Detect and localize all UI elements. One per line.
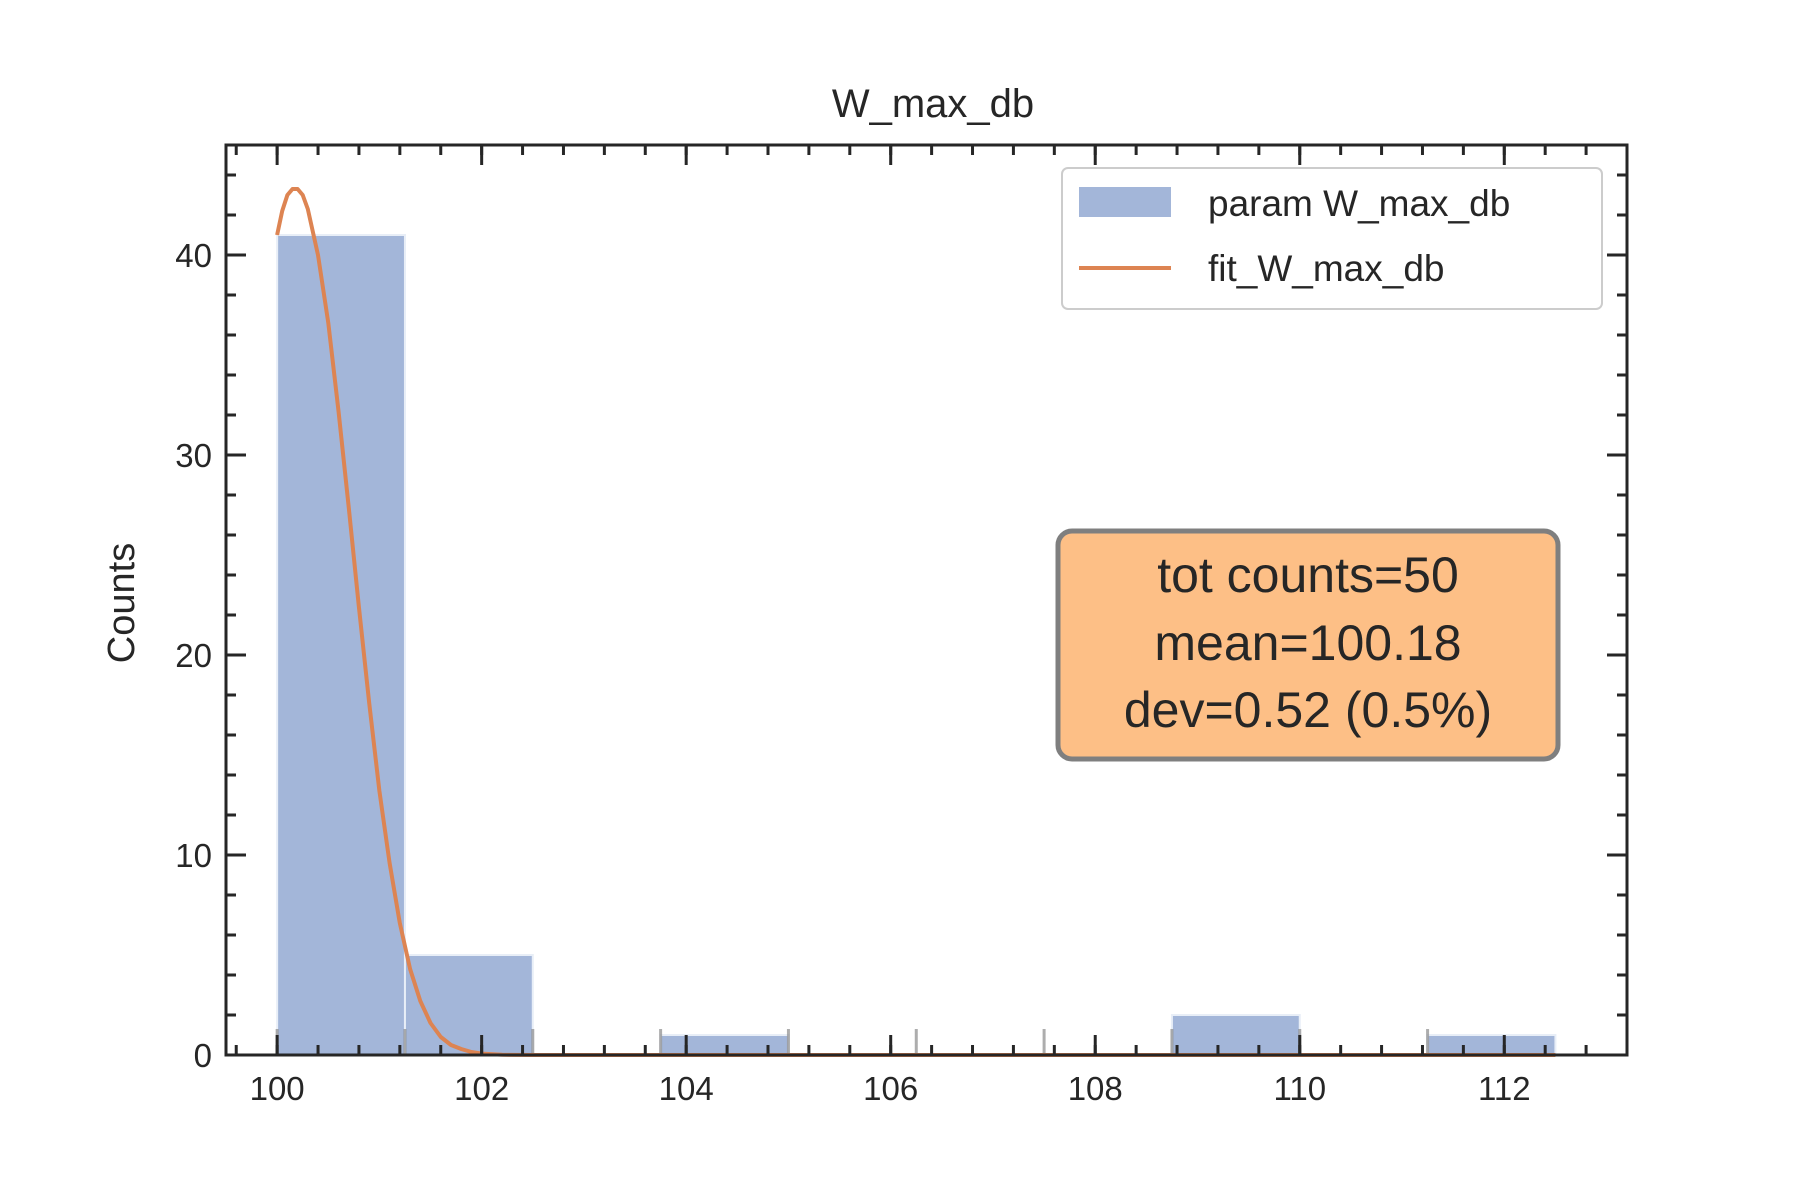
- x-tick-label: 108: [1068, 1070, 1123, 1107]
- x-tick-labels: 100 102 104 106 108 110 112: [250, 1070, 1531, 1107]
- y-tick-label: 30: [175, 437, 212, 474]
- x-tick-label: 104: [659, 1070, 714, 1107]
- y-tick-label: 40: [175, 237, 212, 274]
- chart-title: W_max_db: [832, 82, 1034, 126]
- x-tick-label: 112: [1478, 1070, 1531, 1107]
- histogram-bar: [276, 234, 406, 1056]
- stats-mean: mean=100.18: [1154, 615, 1461, 671]
- legend: param W_max_db fit_W_max_db: [1061, 167, 1603, 310]
- x-tick-label: 106: [863, 1070, 918, 1107]
- x-tick-label: 110: [1273, 1070, 1326, 1107]
- axis-ticks: [226, 145, 1629, 1057]
- legend-frame: [1061, 167, 1603, 310]
- x-tick-label: 102: [454, 1070, 509, 1107]
- x-tick-label: 100: [250, 1070, 305, 1107]
- legend-histogram-swatch: [1079, 187, 1171, 217]
- histogram-bar: [1426, 1034, 1557, 1056]
- plot-frame: [224, 143, 1629, 1057]
- y-tick-label: 10: [175, 837, 212, 874]
- histogram-bar: [403, 954, 534, 1056]
- y-axis-label: Counts: [101, 543, 143, 663]
- histogram-bar: [1170, 1014, 1301, 1056]
- stats-annotation-box: tot counts=50 mean=100.18 dev=0.52 (0.5%…: [1055, 528, 1561, 762]
- y-tick-label: 0: [194, 1037, 212, 1074]
- y-tick-label: 20: [175, 637, 212, 674]
- y-tick-labels: 0 10 20 30 40: [175, 237, 212, 1074]
- stats-deviation: dev=0.52 (0.5%): [1124, 682, 1492, 738]
- stats-box-background: [1055, 528, 1561, 762]
- legend-histogram-label: param W_max_db: [1208, 183, 1510, 224]
- stats-total-counts: tot counts=50: [1157, 547, 1459, 603]
- histogram-bars: [276, 234, 1557, 1056]
- legend-fit-label: fit_W_max_db: [1208, 248, 1445, 289]
